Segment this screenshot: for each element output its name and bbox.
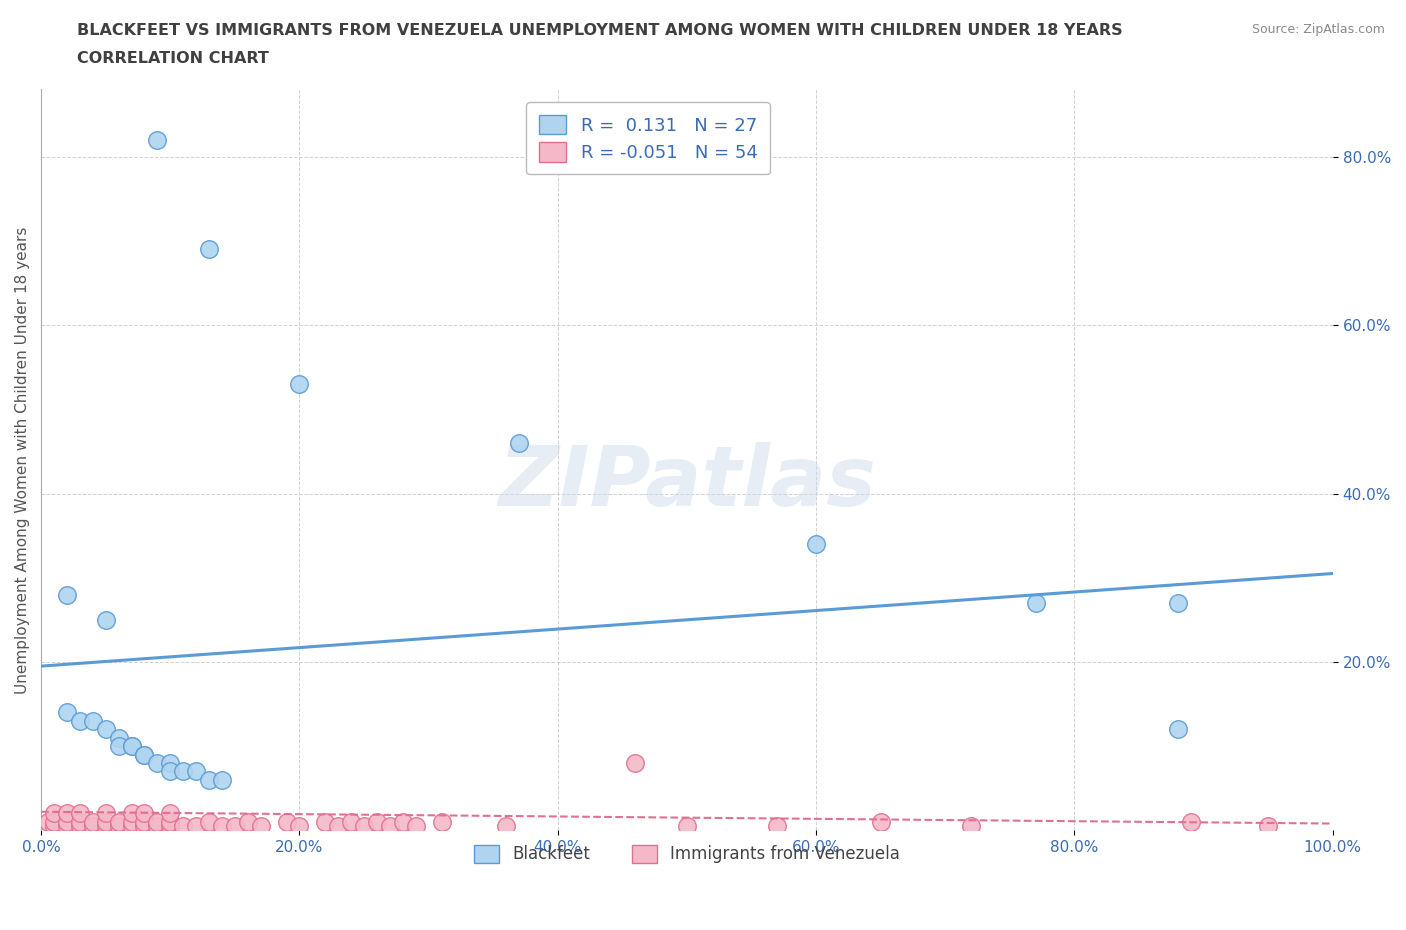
- Point: [146, 815, 169, 830]
- Point: [56, 587, 79, 602]
- Point: [159, 806, 181, 821]
- Point: [159, 764, 181, 778]
- Point: [184, 764, 207, 778]
- Point: [94, 722, 117, 737]
- Point: [37, 815, 59, 830]
- Point: [624, 755, 647, 770]
- Point: [328, 818, 350, 833]
- Point: [159, 755, 181, 770]
- Point: [69, 818, 91, 833]
- Point: [198, 815, 221, 830]
- Point: [1257, 818, 1279, 833]
- Point: [495, 818, 517, 833]
- Point: [82, 815, 104, 830]
- Point: [430, 815, 453, 830]
- Point: [42, 806, 65, 821]
- Point: [42, 818, 65, 833]
- Point: [94, 806, 117, 821]
- Point: [69, 806, 91, 821]
- Point: [82, 818, 104, 833]
- Point: [134, 815, 156, 830]
- Point: [94, 818, 117, 833]
- Point: [94, 612, 117, 627]
- Point: [804, 537, 827, 551]
- Text: Source: ZipAtlas.com: Source: ZipAtlas.com: [1251, 23, 1385, 36]
- Point: [82, 713, 104, 728]
- Point: [146, 818, 169, 833]
- Point: [107, 738, 129, 753]
- Point: [42, 815, 65, 830]
- Point: [869, 815, 891, 830]
- Point: [121, 738, 143, 753]
- Point: [198, 242, 221, 257]
- Point: [56, 818, 79, 833]
- Point: [340, 815, 363, 830]
- Point: [56, 806, 79, 821]
- Point: [211, 818, 233, 833]
- Text: CORRELATION CHART: CORRELATION CHART: [77, 51, 269, 66]
- Text: BLACKFEET VS IMMIGRANTS FROM VENEZUELA UNEMPLOYMENT AMONG WOMEN WITH CHILDREN UN: BLACKFEET VS IMMIGRANTS FROM VENEZUELA U…: [77, 23, 1123, 38]
- Point: [288, 377, 311, 392]
- Point: [676, 818, 699, 833]
- Text: ZIPatlas: ZIPatlas: [498, 442, 876, 523]
- Point: [1025, 595, 1047, 610]
- Point: [134, 818, 156, 833]
- Point: [94, 815, 117, 830]
- Point: [353, 818, 375, 833]
- Point: [766, 818, 789, 833]
- Point: [121, 815, 143, 830]
- Point: [121, 806, 143, 821]
- Point: [134, 806, 156, 821]
- Point: [276, 815, 298, 830]
- Point: [56, 705, 79, 720]
- Point: [1180, 815, 1202, 830]
- Point: [314, 815, 336, 830]
- Point: [107, 730, 129, 745]
- Point: [224, 818, 246, 833]
- Point: [405, 818, 427, 833]
- Point: [960, 818, 983, 833]
- Point: [107, 818, 129, 833]
- Point: [366, 815, 388, 830]
- Point: [249, 818, 271, 833]
- Point: [69, 815, 91, 830]
- Point: [184, 818, 207, 833]
- Point: [159, 818, 181, 833]
- Y-axis label: Unemployment Among Women with Children Under 18 years: Unemployment Among Women with Children U…: [15, 226, 30, 694]
- Point: [1167, 722, 1189, 737]
- Point: [508, 435, 530, 450]
- Point: [172, 764, 194, 778]
- Point: [1167, 595, 1189, 610]
- Point: [378, 818, 401, 833]
- Point: [121, 818, 143, 833]
- Point: [121, 738, 143, 753]
- Point: [198, 772, 221, 787]
- Point: [391, 815, 413, 830]
- Point: [134, 747, 156, 762]
- Point: [56, 815, 79, 830]
- Point: [69, 713, 91, 728]
- Point: [146, 755, 169, 770]
- Point: [146, 132, 169, 147]
- Point: [107, 815, 129, 830]
- Point: [134, 747, 156, 762]
- Point: [211, 772, 233, 787]
- Legend: Blackfeet, Immigrants from Venezuela: Blackfeet, Immigrants from Venezuela: [467, 838, 907, 870]
- Point: [172, 818, 194, 833]
- Point: [159, 815, 181, 830]
- Point: [236, 815, 259, 830]
- Point: [288, 818, 311, 833]
